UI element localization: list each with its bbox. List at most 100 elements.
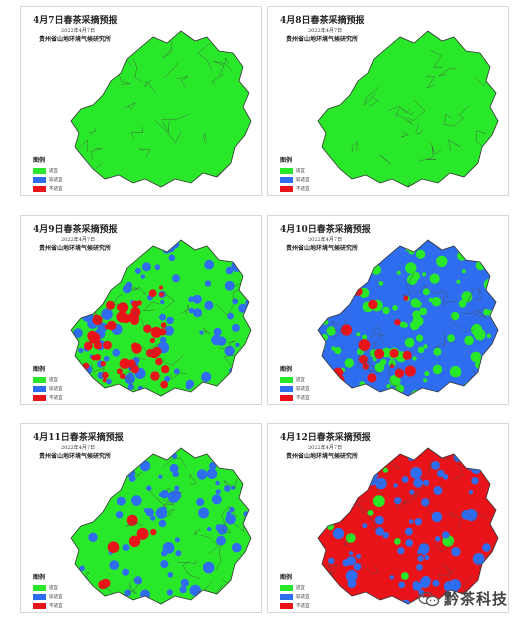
legend-item: 适宜 [33, 583, 83, 592]
watermark-text: 黔茶科技 [444, 590, 509, 608]
map-region-patch [122, 284, 132, 294]
county-boundary [133, 311, 145, 328]
map-region-patch [159, 292, 164, 297]
county-boundary [141, 343, 160, 356]
map-region-patch [102, 371, 109, 379]
legend-swatch [280, 176, 293, 183]
county-boundary [128, 581, 137, 595]
map-region-patch [355, 270, 361, 276]
county-boundary [87, 181, 102, 187]
map-legend: 图例 适宜 较适宜 不适宜 [280, 572, 330, 610]
map-region-patch [136, 527, 149, 540]
map-region-patch [323, 274, 335, 287]
legend-swatch [33, 176, 46, 183]
map-region-patch [334, 347, 342, 355]
legend-title: 图例 [33, 366, 46, 373]
county-boundary [438, 67, 457, 77]
county-boundary [335, 491, 351, 505]
map-panel-apr7: 4月7日春茶采摘预报 2022年4月7日 贵州省山地环境气候研究所 图例 适宜 较适… [20, 6, 262, 196]
county-boundary [408, 99, 426, 121]
map-region-patch [171, 453, 178, 459]
legend-item: 不适宜 [280, 601, 330, 610]
map-region-patch [329, 479, 340, 489]
panel-title: 4月10日春茶采摘预报 [280, 225, 371, 235]
county-boundary [347, 259, 367, 271]
county-boundary [223, 478, 237, 490]
county-boundary [395, 106, 414, 118]
map-region-patch [437, 469, 445, 478]
county-boundary [471, 167, 483, 186]
province-outline [70, 447, 252, 605]
map-region-patch [405, 539, 413, 547]
map-region-patch [90, 290, 101, 301]
county-boundary [232, 287, 244, 302]
legend-label: 不适宜 [49, 603, 63, 609]
map-region-patch [119, 373, 126, 379]
map-region-patch [119, 391, 126, 396]
map-region-patch [231, 581, 241, 591]
map-region-patch [128, 535, 141, 547]
map-region-patch [402, 350, 412, 360]
map-region-patch [432, 579, 440, 587]
map-region-patch [136, 300, 142, 306]
map-region-patch [375, 457, 382, 463]
county-boundary [396, 501, 407, 509]
map-region-patch [158, 474, 163, 479]
map-region-patch [456, 279, 461, 284]
map-region-patch [401, 476, 409, 483]
map-region-patch [89, 485, 96, 492]
map-region-patch [112, 463, 123, 474]
county-boundary [166, 508, 175, 518]
map-region-patch [227, 244, 232, 249]
map-region-patch [75, 481, 88, 494]
legend-item: 较适宜 [280, 175, 330, 184]
county-boundary [444, 113, 455, 127]
map-region-patch [131, 316, 138, 323]
legend-item: 较适宜 [33, 592, 83, 601]
map-region-patch [101, 308, 113, 320]
map-region-patch [112, 348, 121, 357]
map-region-patch [446, 395, 454, 396]
map-region-patch [99, 275, 107, 283]
map-region-patch [394, 319, 401, 326]
panel-title: 4月9日春茶采摘预报 [33, 225, 118, 235]
map-region-patch [109, 560, 120, 570]
map-region-patch [488, 372, 498, 383]
legend-label: 不适宜 [296, 186, 310, 192]
county-boundary [189, 473, 197, 485]
map-region-patch [375, 527, 384, 536]
county-boundary [112, 294, 124, 305]
map-region-patch [443, 581, 455, 592]
map-region-patch [165, 242, 176, 253]
map-region-patch [84, 341, 93, 351]
map-region-patch [243, 248, 251, 261]
map-region-patch [396, 270, 401, 275]
map-region-patch [139, 460, 151, 472]
legend-item: 适宜 [33, 166, 83, 175]
map-region-patch [431, 461, 440, 470]
panel-title: 4月7日春茶采摘预报 [33, 16, 118, 26]
map-region-patch [231, 323, 240, 332]
map-region-patch [429, 273, 440, 284]
map-region-patch [417, 346, 425, 354]
map-region-patch [442, 474, 449, 480]
map-region-patch [93, 341, 103, 350]
county-boundary [415, 123, 423, 135]
map-region-patch [215, 480, 220, 486]
map-region-patch [422, 288, 430, 296]
issue-date: 2022年4月7日 [308, 445, 343, 451]
county-boundary [476, 130, 487, 147]
county-boundary [161, 114, 189, 121]
map-region-patch [472, 553, 485, 565]
map-region-patch [399, 321, 406, 328]
county-boundary [108, 267, 120, 281]
legend-title: 图例 [33, 157, 46, 164]
map-region-patch [102, 464, 111, 472]
map-region-patch [405, 262, 417, 274]
map-region-patch [192, 294, 202, 304]
legend-label: 适宜 [49, 377, 58, 383]
map-region-patch [326, 326, 336, 336]
map-region-patch [378, 281, 384, 286]
map-region-patch [458, 299, 467, 308]
map-region-patch [436, 255, 448, 268]
